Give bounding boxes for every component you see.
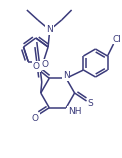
Text: Cl: Cl xyxy=(112,34,121,43)
Text: O: O xyxy=(33,62,40,71)
Text: O: O xyxy=(42,60,49,69)
Text: N: N xyxy=(46,25,53,34)
Text: O: O xyxy=(32,114,39,123)
Text: NH: NH xyxy=(68,107,82,116)
Text: N: N xyxy=(63,71,70,80)
Text: S: S xyxy=(88,100,93,109)
